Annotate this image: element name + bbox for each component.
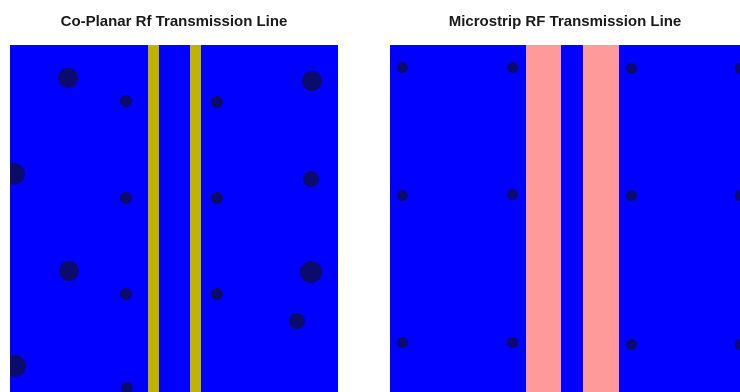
via <box>397 190 408 201</box>
via <box>303 171 319 187</box>
via <box>300 261 322 283</box>
via <box>397 337 408 348</box>
via <box>211 192 223 204</box>
via <box>211 288 223 300</box>
coplanar-conductor-right <box>190 45 201 392</box>
via <box>289 313 305 329</box>
via <box>120 192 132 204</box>
coplanar-title: Co-Planar Rf Transmission Line <box>60 13 288 30</box>
microstrip-title: Microstrip RF Transmission Line <box>448 13 682 30</box>
via <box>626 339 637 350</box>
via <box>735 190 740 201</box>
coplanar-board <box>10 45 338 392</box>
via <box>121 382 133 392</box>
via <box>626 190 637 201</box>
microstrip-panel: Microstrip RF Transmission Line <box>390 0 740 392</box>
via <box>302 71 322 91</box>
via <box>626 63 637 74</box>
via <box>10 355 26 377</box>
via <box>397 62 408 73</box>
via <box>120 95 132 107</box>
via <box>735 63 740 74</box>
via <box>120 288 132 300</box>
via <box>507 62 518 73</box>
microstrip-board <box>390 45 740 392</box>
via <box>507 189 518 200</box>
via <box>58 68 78 88</box>
via <box>59 261 79 281</box>
microstrip-conductor-left <box>526 45 561 392</box>
via <box>735 339 740 350</box>
via <box>507 337 518 348</box>
coplanar-conductor-left <box>148 45 159 392</box>
via <box>10 163 25 185</box>
coplanar-panel: Co-Planar Rf Transmission Line <box>10 0 338 392</box>
via <box>211 96 223 108</box>
microstrip-conductor-right <box>583 45 619 392</box>
